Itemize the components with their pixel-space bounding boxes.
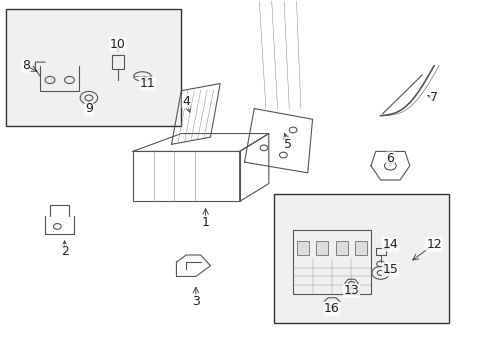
Text: 8: 8 <box>21 59 30 72</box>
Bar <box>273 194 448 323</box>
Bar <box>355 241 366 255</box>
Text: 11: 11 <box>139 77 155 90</box>
Text: 4: 4 <box>182 95 190 108</box>
Text: 9: 9 <box>85 102 93 115</box>
Text: 1: 1 <box>201 216 209 229</box>
Bar <box>316 241 327 255</box>
Text: 3: 3 <box>192 295 200 308</box>
Text: 10: 10 <box>110 38 126 51</box>
Bar <box>335 241 347 255</box>
Text: 6: 6 <box>386 152 393 165</box>
Text: 12: 12 <box>426 238 441 251</box>
Text: 14: 14 <box>382 238 397 251</box>
Text: 7: 7 <box>429 91 437 104</box>
Bar <box>296 241 308 255</box>
Text: 16: 16 <box>324 302 339 315</box>
Text: 13: 13 <box>343 284 359 297</box>
Bar <box>6 9 181 126</box>
Text: 15: 15 <box>382 263 398 276</box>
Text: 5: 5 <box>284 138 292 151</box>
Text: 2: 2 <box>61 245 68 258</box>
